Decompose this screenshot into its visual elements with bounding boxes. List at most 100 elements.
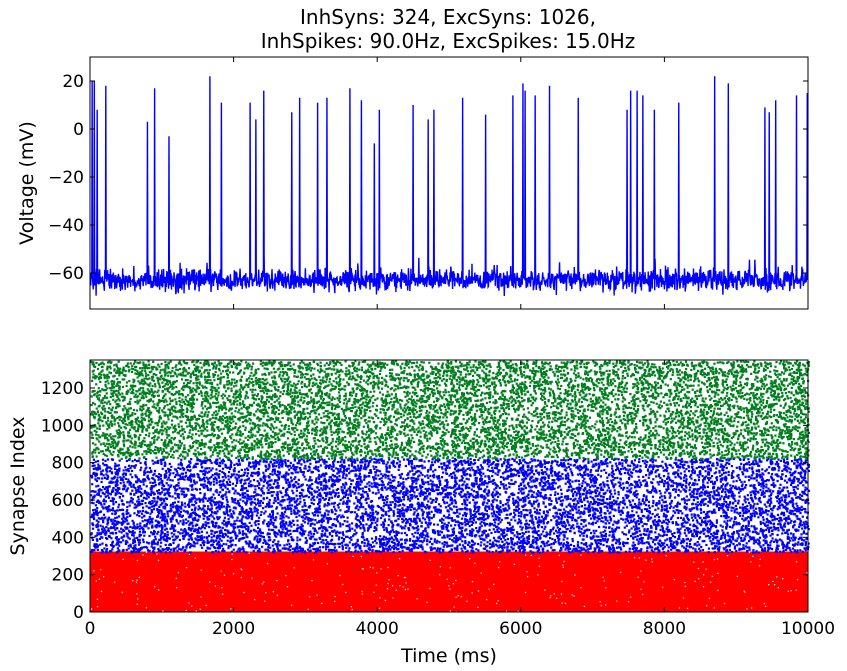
raster-spike [284, 462, 287, 465]
raster-spike [669, 505, 673, 508]
raster-spike [305, 539, 308, 542]
raster-spike [779, 522, 782, 526]
raster-spike [446, 494, 449, 497]
raster-spike [450, 508, 453, 511]
raster-spike [661, 498, 664, 501]
raster-spike [675, 482, 678, 485]
raster-spike [503, 461, 506, 464]
raster-spike [647, 476, 650, 479]
raster-spike [484, 496, 487, 500]
raster-spike [531, 527, 534, 530]
raster-spike [741, 483, 744, 486]
raster-spike [189, 469, 192, 472]
raster-spike [247, 510, 251, 513]
raster-spike [164, 463, 167, 466]
raster-spike [390, 520, 393, 523]
raster-spike [315, 481, 319, 484]
raster-spike [226, 504, 229, 507]
raster-spike [571, 519, 574, 522]
raster-spike [780, 539, 783, 542]
raster-spike [442, 514, 446, 517]
raster-spike [433, 547, 436, 550]
raster-spike [464, 524, 467, 527]
raster-spike [699, 549, 702, 552]
raster-spike [279, 514, 282, 517]
raster-spike [277, 540, 280, 543]
raster-gap [583, 605, 585, 607]
raster-spike [213, 497, 216, 500]
raster-spike [492, 536, 496, 539]
raster-spike [693, 535, 696, 538]
raster-spike [211, 523, 215, 526]
raster-spike [163, 500, 166, 503]
raster-spike [619, 483, 622, 486]
raster-spike [597, 462, 600, 465]
raster-spike [634, 535, 637, 538]
raster-spike [136, 514, 139, 517]
raster-spike [369, 525, 372, 529]
raster-spike [345, 535, 348, 538]
raster-spike [787, 502, 790, 505]
raster-spike [442, 518, 445, 522]
raster-spike [456, 511, 459, 514]
raster-spike [323, 505, 326, 508]
raster-spike [129, 467, 132, 470]
raster-spike [453, 519, 456, 522]
raster-spike [604, 526, 607, 529]
raster-spike [467, 496, 470, 499]
raster-spike [203, 476, 206, 479]
raster-spike [652, 487, 655, 490]
raster-spike [175, 484, 178, 487]
raster-spike [383, 528, 386, 531]
raster-spike [166, 530, 169, 534]
raster-spike [97, 533, 100, 536]
raster-spike [410, 503, 413, 506]
raster-spike [137, 538, 140, 541]
raster-spike [588, 492, 591, 495]
raster-spike [487, 460, 490, 463]
raster-spike [521, 531, 524, 535]
raster-spike [532, 535, 535, 538]
raster-spike [334, 542, 337, 546]
raster-spike [497, 463, 500, 466]
raster-spike [615, 542, 618, 545]
raster-spike [290, 512, 293, 515]
raster-spike [271, 486, 274, 489]
raster-spike [663, 545, 666, 548]
raster-spike [317, 481, 320, 484]
raster-spike [782, 546, 785, 549]
raster-spike [197, 536, 200, 539]
raster-spike [630, 483, 633, 486]
raster-spike [325, 509, 328, 512]
raster-spike [302, 471, 305, 474]
raster-spike [791, 498, 795, 502]
raster-gap [616, 600, 618, 602]
raster-spike [494, 515, 497, 518]
raster-spike [193, 518, 196, 521]
raster-spike [497, 531, 501, 534]
raster-spike [778, 497, 781, 500]
raster-spike [629, 464, 632, 467]
raster-spike [602, 525, 605, 528]
raster-spike [392, 551, 395, 554]
raster-spike [353, 550, 357, 553]
raster-spike [276, 493, 279, 496]
raster-spike [712, 542, 716, 545]
raster-spike [196, 457, 199, 461]
raster-spike [770, 473, 774, 476]
raster-spike [142, 483, 145, 486]
raster-spike [300, 488, 304, 491]
raster-spike [493, 488, 496, 491]
raster-spike [320, 514, 323, 517]
raster-spike [148, 522, 151, 525]
raster-spike [437, 488, 440, 491]
raster-spike [155, 501, 158, 504]
raster-spike [150, 519, 153, 523]
raster-spike [458, 492, 461, 495]
raster-spike [225, 491, 228, 494]
raster-spike [693, 507, 696, 510]
raster-spike [94, 535, 97, 538]
raster-spike [242, 548, 245, 551]
raster-spike [317, 469, 320, 473]
raster-spike [137, 495, 140, 498]
